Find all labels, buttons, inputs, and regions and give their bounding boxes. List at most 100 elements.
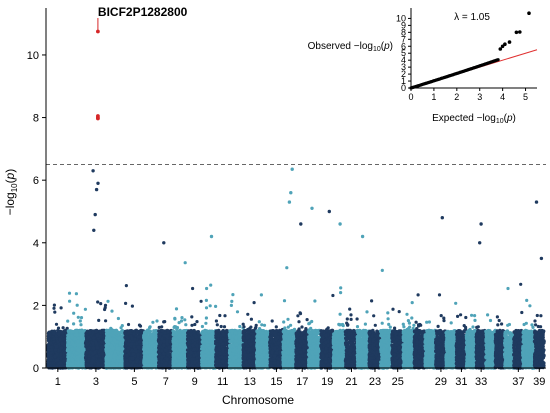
snp-point	[55, 352, 59, 357]
snp-point	[149, 332, 153, 337]
snp-point	[162, 339, 166, 344]
snp-point	[90, 358, 95, 363]
snp-point	[81, 329, 86, 334]
snp-point	[79, 323, 83, 327]
snp-point	[131, 352, 136, 357]
snp-point	[54, 344, 59, 349]
snp-point	[157, 329, 161, 333]
snp-point	[61, 331, 65, 335]
chromosome-1-points	[46, 303, 70, 370]
snp-point	[145, 357, 149, 362]
snp-point	[52, 306, 56, 310]
snp-point	[167, 345, 172, 350]
chromosome-3-points	[83, 300, 108, 370]
snp-point	[54, 322, 59, 326]
snp-point	[119, 330, 123, 335]
snp-point	[119, 359, 123, 363]
snp-point	[183, 318, 187, 322]
snp-point	[138, 362, 143, 367]
snp-point	[163, 331, 167, 335]
snp-point	[151, 320, 155, 324]
snp-point	[142, 347, 146, 352]
snp-point	[112, 337, 117, 342]
snp-point	[99, 340, 104, 344]
snp-point	[59, 306, 63, 310]
chromosome-2-points	[65, 291, 88, 370]
snp-point	[179, 353, 183, 358]
snp-point	[124, 301, 128, 305]
chromosome-4-points	[104, 299, 127, 370]
snp-point	[145, 335, 149, 339]
snp-point	[62, 358, 67, 362]
snp-point	[195, 320, 199, 324]
snp-point	[94, 329, 99, 334]
snp-point	[129, 342, 134, 346]
snp-point	[193, 322, 197, 327]
snp-point	[116, 316, 120, 321]
snp-point	[91, 346, 96, 351]
snp-point	[74, 351, 79, 356]
snp-point	[58, 365, 63, 370]
snp-point	[119, 326, 123, 330]
snp-point	[86, 347, 90, 351]
snp-point	[97, 318, 101, 322]
snp-point	[59, 356, 63, 361]
snp-point	[163, 320, 167, 324]
snp-point	[104, 343, 109, 348]
snp-point	[182, 352, 187, 357]
snp-point	[61, 326, 65, 330]
snp-point	[80, 344, 84, 348]
snp-point	[96, 362, 100, 366]
snp-point	[72, 343, 77, 348]
snp-point	[151, 337, 156, 341]
snp-point	[159, 340, 163, 345]
snp-point	[96, 300, 100, 304]
snp-point	[174, 325, 178, 329]
snp-point	[146, 350, 151, 354]
snp-point	[184, 323, 188, 327]
snp-point	[47, 330, 51, 335]
snp-point	[76, 336, 80, 340]
snp-point	[58, 337, 62, 342]
snp-point	[95, 345, 100, 350]
snp-point	[190, 323, 194, 327]
snp-point	[173, 355, 177, 360]
chromosome-5-points	[123, 284, 146, 370]
snp-point	[126, 322, 131, 327]
snp-point	[66, 333, 70, 338]
snp-point	[138, 324, 143, 328]
snp-point	[130, 356, 135, 361]
snp-point	[88, 330, 92, 335]
snp-point	[130, 363, 134, 367]
snp-point	[76, 348, 81, 353]
snp-point	[61, 354, 66, 358]
snp-point	[56, 326, 61, 330]
snp-point	[99, 302, 103, 306]
snp-point	[53, 348, 58, 352]
snp-point	[53, 310, 57, 314]
snp-point	[199, 299, 203, 303]
snp-point	[74, 361, 78, 365]
snp-point	[52, 337, 56, 341]
snp-point	[172, 344, 177, 348]
snp-point	[59, 346, 64, 350]
snp-point	[168, 360, 172, 365]
snp-point	[133, 347, 138, 351]
snp-point	[104, 357, 109, 362]
snp-point	[130, 336, 134, 341]
snp-point	[51, 331, 56, 336]
snp-point	[108, 337, 113, 342]
snp-point	[145, 344, 149, 348]
snp-point	[105, 329, 109, 333]
snp-point	[67, 351, 71, 356]
snp-point	[72, 322, 76, 326]
snp-point	[179, 319, 184, 323]
snp-point	[157, 335, 162, 339]
snp-point	[70, 329, 75, 334]
snp-point	[113, 331, 117, 335]
snp-point	[66, 319, 70, 323]
snp-point	[146, 328, 150, 333]
snp-point	[103, 307, 107, 312]
snp-point	[94, 340, 98, 345]
